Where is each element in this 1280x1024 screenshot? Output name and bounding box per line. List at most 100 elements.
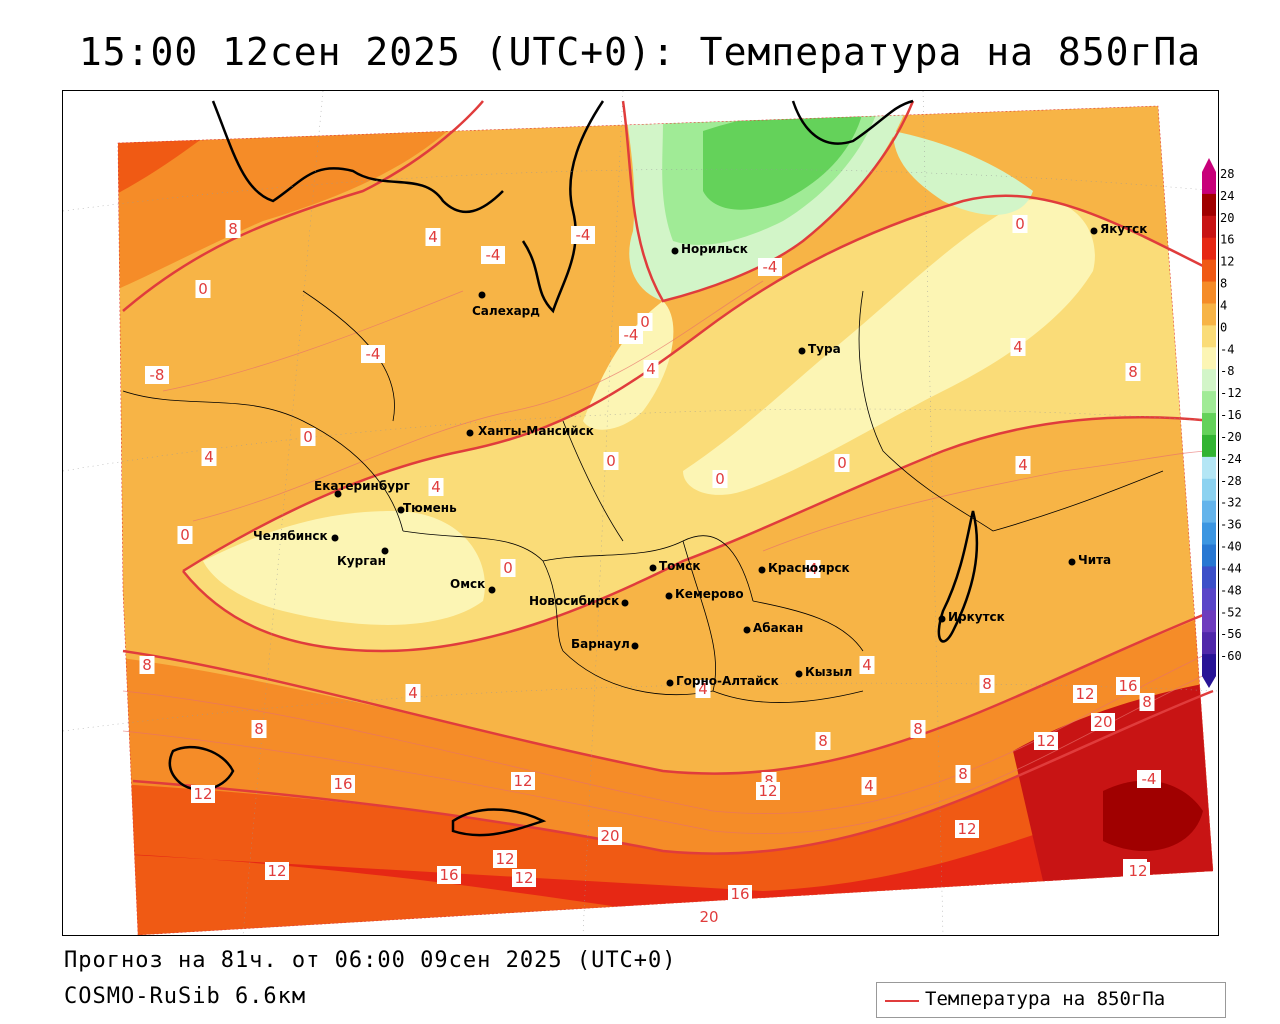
isotherm-value-label: 16 <box>331 775 355 793</box>
svg-text:0: 0 <box>198 280 208 298</box>
city-name: Кемерово <box>675 587 744 601</box>
colorbar-tick-label: -28 <box>1220 474 1242 488</box>
isotherm-value-label: 0 <box>177 526 193 544</box>
city-marker: Новосибирск <box>529 594 629 608</box>
isotherm-value-label: 8 <box>1125 363 1141 381</box>
city-dot <box>1090 227 1098 235</box>
colorbar-tick-label: -48 <box>1220 583 1242 597</box>
svg-text:4: 4 <box>428 228 438 246</box>
isotherm-value-label: -4 <box>619 326 643 344</box>
city-marker: Курган <box>337 547 389 568</box>
city-marker: Тура <box>798 342 841 356</box>
colorbar-tick-label: -52 <box>1220 605 1242 619</box>
colorbar-swatch <box>1202 369 1216 392</box>
svg-text:16: 16 <box>333 775 352 793</box>
city-name: Екатеринбург <box>314 479 410 493</box>
svg-text:8: 8 <box>1142 693 1152 711</box>
city-marker: Челябинск <box>253 529 339 543</box>
city-dot <box>488 586 496 594</box>
isotherm-value-label: -4 <box>571 226 595 244</box>
city-dot <box>478 291 486 299</box>
city-marker: Барнаул <box>571 637 639 651</box>
isotherm-value-label: 0 <box>637 313 653 331</box>
isotherm-value-label: 12 <box>756 782 780 800</box>
colorbar-swatch <box>1202 478 1216 502</box>
colorbar-labels: 28 24 20 16 12 8 4 0 -4 -8 -12 -16 -20 -24 -28 -32 -36 -4… <box>1220 167 1242 663</box>
city-dot <box>631 642 639 650</box>
isotherm-value-label: 12 <box>493 850 517 868</box>
city-name: Омск <box>450 577 485 591</box>
svg-text:-4: -4 <box>624 326 639 344</box>
isotherm-value-label: -8 <box>145 366 169 384</box>
colorbar-tick-label: -4 <box>1220 342 1234 356</box>
colorbar-arrow-top <box>1202 158 1216 172</box>
isotherm-value-label: 12 <box>1126 862 1150 880</box>
city-dot <box>938 615 946 623</box>
city-name: Челябинск <box>253 529 328 543</box>
city-name: Новосибирск <box>529 594 619 608</box>
city-dot <box>381 547 389 555</box>
city-name: Тура <box>808 342 841 356</box>
colorbar-tick-label: -56 <box>1220 627 1242 641</box>
colorbar-tick-label: -12 <box>1220 386 1242 400</box>
svg-text:16: 16 <box>439 866 458 884</box>
colorbar-tick-label: 28 <box>1220 167 1234 181</box>
model-name: COSMO-RuSib 6.6км <box>64 984 307 1009</box>
colorbar-tick-label: -16 <box>1220 408 1242 422</box>
isotherm-value-label: 4 <box>861 777 877 795</box>
svg-text:0: 0 <box>606 452 616 470</box>
svg-text:4: 4 <box>864 777 874 795</box>
svg-text:0: 0 <box>837 454 847 472</box>
city-name: Чита <box>1078 553 1111 567</box>
svg-text:20: 20 <box>699 908 718 926</box>
svg-text:12: 12 <box>1075 685 1094 703</box>
colorbar-tick-label: -32 <box>1220 496 1242 510</box>
legend: Температура на 850гПа <box>876 982 1226 1018</box>
colorbar-swatch <box>1202 632 1216 655</box>
svg-text:-4: -4 <box>486 246 501 264</box>
colorbar-swatch <box>1202 654 1216 677</box>
isotherm-value-label: 16 <box>728 885 752 903</box>
isotherm-value-label: 12 <box>512 869 536 887</box>
colorbar-tick-label: 0 <box>1220 320 1227 334</box>
city-dot <box>1068 558 1076 566</box>
colorbar-swatch <box>1202 566 1216 589</box>
svg-text:4: 4 <box>204 448 214 466</box>
svg-text:0: 0 <box>715 470 725 488</box>
svg-text:12: 12 <box>495 850 514 868</box>
city-dot <box>331 534 339 542</box>
isotherm-value-label: 0 <box>195 280 211 298</box>
colorbar-swatch <box>1202 172 1216 195</box>
city-marker: Томск <box>649 559 701 573</box>
colorbar-tick-label: -36 <box>1220 518 1242 532</box>
city-name: Томск <box>659 559 701 573</box>
colorbar-tick-label: -60 <box>1220 649 1242 663</box>
isotherm-value-label: 8 <box>251 720 267 738</box>
isotherm-value-label: 12 <box>955 820 979 838</box>
city-marker: Норильск <box>671 242 748 256</box>
city-name: Кызыл <box>805 665 852 679</box>
svg-text:8: 8 <box>958 765 968 783</box>
city-marker: Красноярск <box>758 561 850 575</box>
svg-text:4: 4 <box>1018 456 1028 474</box>
city-layer: Якутск Норильск Салехард Тура Ханты-Мансийск… <box>253 222 1147 688</box>
svg-text:12: 12 <box>267 862 286 880</box>
isotherm-value-label: 4 <box>1010 338 1026 356</box>
isotherm-value-label: -4 <box>481 246 505 264</box>
colorbar-tick-label: 20 <box>1220 211 1234 225</box>
city-name: Якутск <box>1100 222 1147 236</box>
isotherm-value-label: 4 <box>428 478 444 496</box>
colorbar-swatch <box>1202 434 1216 458</box>
city-dot <box>743 626 751 634</box>
isotherm-value-label: 0 <box>834 454 850 472</box>
isotherm-value-label: 12 <box>511 772 535 790</box>
svg-text:4: 4 <box>808 560 818 578</box>
colorbar-swatch <box>1202 610 1216 633</box>
graticule <box>63 91 1218 935</box>
legend-label: Температура на 850гПа <box>925 988 1166 1010</box>
city-dot <box>795 670 803 678</box>
isotherm-value-label: 12 <box>1034 732 1058 750</box>
city-marker: Чита <box>1068 553 1111 567</box>
isotherm-value-label: 8 <box>1139 693 1155 711</box>
